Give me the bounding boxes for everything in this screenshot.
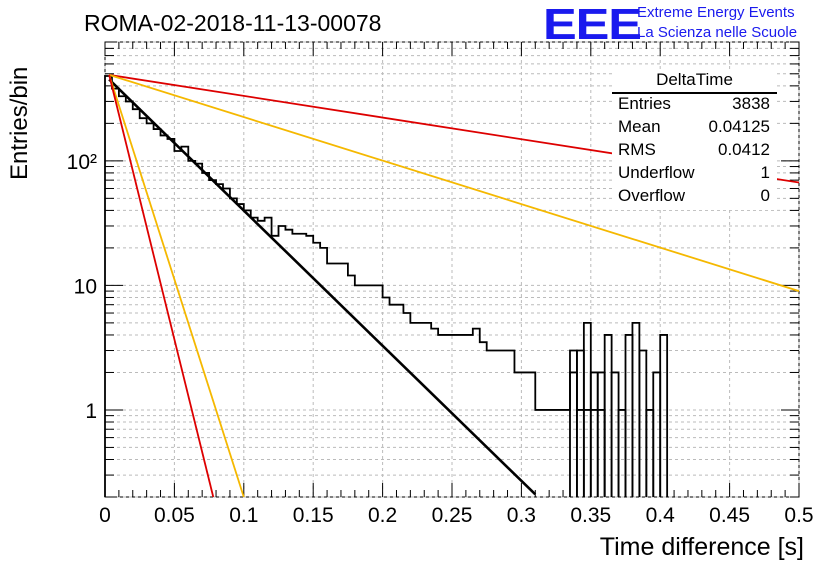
stats-value: 3838	[732, 94, 770, 113]
stats-row: Entries 3838	[612, 94, 777, 117]
chart-title: ROMA-02-2018-11-13-00078	[84, 10, 382, 36]
eee-logo: EEE	[543, 0, 642, 49]
stats-key: Entries	[618, 94, 671, 113]
x-tick-label: 0.15	[293, 504, 334, 527]
y-tick-label: 10²	[67, 151, 97, 174]
stats-value: 1	[760, 163, 770, 182]
stats-key: Overflow	[618, 186, 686, 205]
x-tick-label: 0.1	[229, 504, 258, 527]
x-tick-label: 0.2	[368, 504, 397, 527]
y-axis-label: Entries/bin	[6, 66, 33, 180]
stats-box: DeltaTime Entries 3838 Mean 0.04125 RMS 0.0…	[612, 70, 777, 210]
y-tick-label: 10	[74, 275, 97, 298]
stats-value: 0.04125	[708, 117, 770, 136]
x-tick-label: 0	[99, 504, 111, 527]
histogram-bin	[659, 334, 669, 497]
x-tick-label: 0.5	[784, 504, 813, 527]
x-tick-label: 0.45	[709, 504, 750, 527]
histogram-bin	[652, 371, 662, 497]
x-tick-label: 0.05	[154, 504, 195, 527]
x-tick-label: 0.35	[570, 504, 611, 527]
stats-row: RMS 0.0412	[612, 140, 777, 163]
stats-key: RMS	[618, 140, 656, 159]
stats-title: DeltaTime	[612, 70, 777, 94]
histogram-bin	[610, 371, 620, 497]
stats-row: Mean 0.04125	[612, 117, 777, 140]
x-tick-label: 0.25	[432, 504, 473, 527]
histogram-bin	[645, 409, 655, 497]
fit-line	[108, 78, 537, 496]
x-tick-label: 0.3	[507, 504, 536, 527]
histogram-bin	[596, 371, 606, 497]
logo-line-2: La Scienza nelle Scuole	[637, 24, 798, 41]
histogram-bin	[617, 409, 627, 497]
x-tick-label: 0.4	[646, 504, 676, 527]
stats-key: Underflow	[618, 163, 695, 182]
stats-key: Mean	[618, 117, 661, 136]
histogram-bars	[104, 75, 606, 497]
stats-value: 0.0412	[718, 140, 770, 159]
fit-line	[108, 74, 245, 497]
histogram-bin	[589, 371, 599, 497]
fit-line	[108, 74, 215, 497]
x-axis-label: Time difference [s]	[599, 533, 804, 561]
logo-line-1: Extreme Energy Events	[637, 4, 795, 21]
y-tick-label: 1	[85, 400, 97, 423]
stats-row: Overflow 0	[612, 186, 777, 209]
fit-line	[108, 74, 799, 292]
stats-row: Underflow 1	[612, 163, 777, 186]
stats-value: 0	[760, 186, 770, 205]
